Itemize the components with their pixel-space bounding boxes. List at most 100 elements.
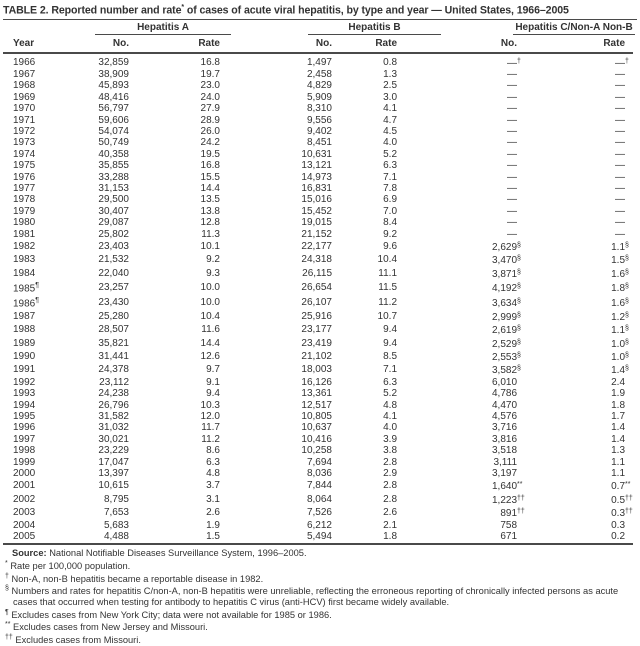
hep-c-no-cell: — xyxy=(507,205,518,217)
table-row: 2005 4,488 1.5 5,494 1.8 671 0.2 xyxy=(3,531,634,546)
hep-a-no-cell: 50,749 xyxy=(98,137,129,149)
hep-b-rate-column-header: Rate xyxy=(340,34,406,54)
hep-b-no-cell: 14,973 xyxy=(301,171,332,183)
hep-a-rate-cell: 10.3 xyxy=(200,399,220,411)
hep-b-no-cell: 5,909 xyxy=(306,91,332,103)
hep-c-no-cell: 1,223†† xyxy=(491,494,525,506)
group-header-spacer xyxy=(3,20,83,35)
table-body: 1966 32,859 16.8 1,497 0.8 —† —† 1967 38,909 19.7… xyxy=(3,53,634,546)
hep-a-no-cell: 24,378 xyxy=(98,364,129,376)
hep-c-rate-cell: — xyxy=(615,114,626,126)
year-cell: 1979 xyxy=(13,205,36,217)
hep-a-no-cell: 31,441 xyxy=(98,350,129,362)
table-row: 1998 23,229 8.6 10,258 3.8 3,518 1.3 xyxy=(3,445,633,456)
hep-c-rate-cell: 1.8§ xyxy=(611,282,629,294)
hep-b-no-cell: 7,526 xyxy=(306,507,332,519)
year-cell: 1974 xyxy=(13,148,36,160)
table-row: 1972 54,074 26.0 9,402 4.5 — — xyxy=(3,126,633,137)
hep-c-no-cell: 4,192§ xyxy=(491,282,521,294)
hep-a-no-cell: 59,606 xyxy=(98,114,129,126)
hep-c-no-cell: — xyxy=(507,68,518,80)
table-header: Hepatitis A Hepatitis B Hepatitis C/Non-… xyxy=(3,20,636,54)
hep-b-rate-cell: 0.8 xyxy=(383,56,398,68)
hep-a-rate-cell: 24.2 xyxy=(200,137,220,149)
group-header-hepatitis-c: Hepatitis C/Non-A Non-B xyxy=(405,20,636,35)
hep-a-no-cell: 28,507 xyxy=(98,324,129,336)
footnote: * Rate per 100,000 population. xyxy=(5,560,131,572)
year-cell: 1977 xyxy=(13,183,36,194)
year-cell: 1996 xyxy=(13,422,36,434)
year-cell: 1990 xyxy=(13,350,36,362)
hep-b-no-cell: 18,003 xyxy=(301,364,332,376)
hep-c-rate-cell: 0.7** xyxy=(611,481,631,493)
hep-b-no-cell: 12,517 xyxy=(301,399,332,411)
hep-c-rate-cell: 1.0§ xyxy=(611,351,629,363)
hep-a-rate-cell: 19.7 xyxy=(200,68,220,80)
hep-b-rate-cell: 4.0 xyxy=(383,137,398,149)
hep-b-no-cell: 26,107 xyxy=(301,296,332,308)
hep-c-rate-cell: 1.5§ xyxy=(611,255,629,267)
hep-c-rate-cell: 1.9 xyxy=(611,388,626,400)
group-header-hepatitis-a: Hepatitis A xyxy=(83,20,231,35)
table-row: 1969 48,416 24.0 5,909 3.0 — — xyxy=(3,92,633,103)
hep-c-rate-cell: — xyxy=(615,137,626,149)
table-row: 1981 25,802 11.3 21,152 9.2 — — xyxy=(3,229,633,240)
hep-b-rate-cell: 9.4 xyxy=(383,337,398,349)
hep-c-rate-cell: 2.4 xyxy=(611,376,626,388)
hep-a-no-cell: 35,855 xyxy=(98,160,129,172)
hep-c-no-column-header: No. xyxy=(405,34,526,54)
hep-c-rate-cell: — xyxy=(615,125,626,137)
hep-c-no-cell: — xyxy=(507,148,518,160)
hep-a-no-cell: 30,021 xyxy=(98,433,129,445)
hep-c-rate-cell: 1.1 xyxy=(611,456,626,468)
hep-b-no-cell: 8,451 xyxy=(306,137,332,149)
hep-b-rate-cell: 7.0 xyxy=(383,205,398,217)
hep-a-no-cell: 21,532 xyxy=(98,254,129,266)
table-row: 1990 31,441 12.6 21,102 8.5 2,553§ 1.0§ xyxy=(3,350,633,363)
hep-a-rate-cell: 1.5 xyxy=(143,531,228,546)
year-cell: 1992 xyxy=(13,376,36,388)
table-row: 2001 10,615 3.7 7,844 2.8 1,640** 0.7** xyxy=(3,479,633,492)
footnote-list: * Rate per 100,000 population. † Non-A, n… xyxy=(3,559,637,646)
hep-a-rate-cell: 9.1 xyxy=(206,376,220,388)
hep-a-rate-cell: 13.8 xyxy=(200,205,220,217)
year-cell: 1972 xyxy=(13,125,36,137)
hep-b-rate-cell: 4.7 xyxy=(383,114,398,126)
hep-c-no-cell: — xyxy=(507,217,518,229)
source-text: National Notifiable Diseases Surveillanc… xyxy=(46,548,307,559)
hep-a-no-cell: 13,397 xyxy=(98,468,129,479)
hep-a-rate-cell: 2.6 xyxy=(206,507,220,519)
hep-b-rate-cell: 7.1 xyxy=(383,364,398,376)
table-row: 1980 29,087 12.8 19,015 8.4 — — xyxy=(3,217,633,228)
table-row: 1966 32,859 16.8 1,497 0.8 —† —† xyxy=(3,53,633,69)
year-cell: 1966 xyxy=(13,56,36,68)
hep-a-no-cell: 56,797 xyxy=(98,103,129,115)
hepatitis-cases-table: Hepatitis A Hepatitis B Hepatitis C/Non-… xyxy=(3,20,636,546)
hep-a-rate-cell: 10.1 xyxy=(200,241,220,253)
table-row: 1996 31,032 11.7 10,637 4.0 3,716 1.4 xyxy=(3,422,633,433)
footnote-marker: § xyxy=(5,585,9,593)
hep-b-rate-cell: 1.3 xyxy=(383,68,398,80)
hep-b-no-cell: 13,121 xyxy=(301,160,332,172)
hep-a-rate-cell: 15.5 xyxy=(200,171,220,183)
hep-b-no-cell: 26,654 xyxy=(301,281,332,293)
hep-c-no-cell: 6,010 xyxy=(491,376,518,388)
year-cell: 1993 xyxy=(13,388,36,400)
hep-b-rate-cell: 5.2 xyxy=(383,148,398,160)
footnote-marker: ¶ xyxy=(5,608,9,616)
table-row: 1992 23,112 9.1 16,126 6.3 6,010 2.4 xyxy=(3,377,633,388)
hep-a-rate-cell: 11.3 xyxy=(201,228,220,240)
year-cell: 1984 xyxy=(13,267,36,279)
hep-a-rate-cell: 26.0 xyxy=(200,125,220,137)
column-header-row: Year No. Rate No. Rate No. Rate xyxy=(3,34,634,54)
year-cell: 1989 xyxy=(13,337,36,349)
hep-a-rate-column-header: Rate xyxy=(143,34,228,54)
hep-b-rate-cell: 2.6 xyxy=(383,507,398,519)
hep-b-no-cell: 1,497 xyxy=(306,56,332,68)
hep-b-rate-cell: 6.3 xyxy=(383,376,398,388)
hep-b-rate-cell: 9.2 xyxy=(383,228,398,240)
hep-c-rate-cell: 1.0§ xyxy=(611,338,629,350)
hep-b-rate-cell: 7.1 xyxy=(383,171,398,183)
year-cell: 1969 xyxy=(13,91,36,103)
